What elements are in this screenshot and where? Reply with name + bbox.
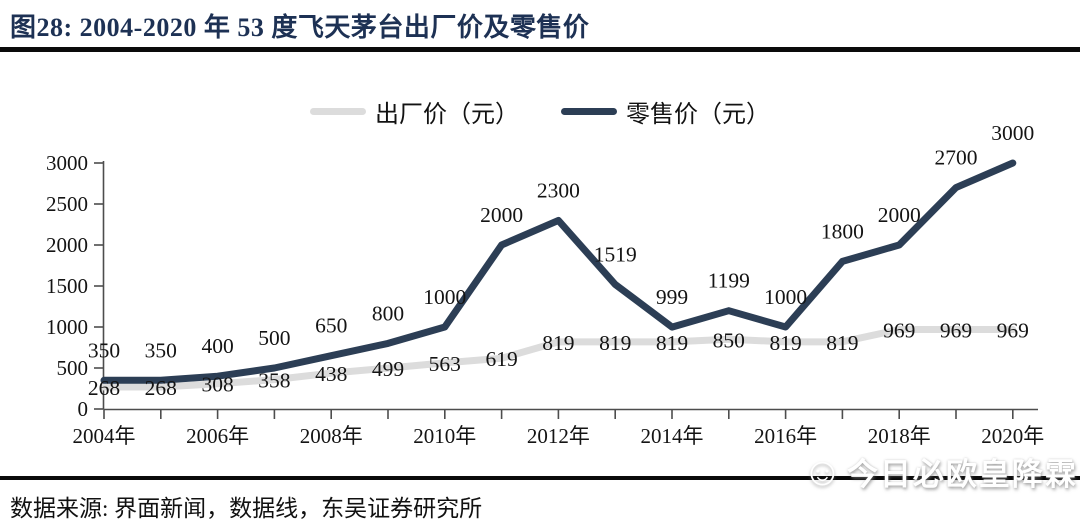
retail-price-label: 2300 bbox=[537, 178, 580, 202]
retail-price-line bbox=[100, 159, 1017, 384]
x-axis-tick-label: 2006年 bbox=[186, 424, 249, 448]
x-axis-tick-label: 2016年 bbox=[754, 424, 817, 448]
factory-price-label: 969 bbox=[997, 319, 1029, 343]
factory-price-label: 819 bbox=[826, 331, 858, 355]
y-axis-tick-label: 2000 bbox=[46, 233, 88, 257]
chart-legend: 出厂价（元） 零售价（元） bbox=[0, 94, 1080, 129]
retail-price-label: 1199 bbox=[708, 269, 750, 293]
retail-price-line-swatch bbox=[561, 108, 617, 115]
watermark-text: 今日必欧皇降霖 bbox=[846, 457, 1078, 492]
x-axis-tick-label: 2008年 bbox=[300, 424, 363, 448]
legend-item-factory-price: 出厂价（元） bbox=[310, 94, 519, 129]
factory-price-label: 358 bbox=[258, 369, 290, 393]
smiley-face-icon: ☺ bbox=[802, 449, 843, 494]
y-axis-tick-label: 1000 bbox=[46, 315, 88, 339]
factory-price-label: 563 bbox=[429, 352, 461, 376]
factory-price-label: 499 bbox=[372, 357, 404, 381]
factory-price-line bbox=[100, 326, 1017, 391]
factory-price-label: 268 bbox=[145, 376, 177, 400]
data-source: 数据来源: 界面新闻，数据线，东吴证券研究所 bbox=[10, 496, 483, 521]
legend-label-factory-price: 出厂价（元） bbox=[375, 102, 519, 128]
retail-price-label: 999 bbox=[656, 285, 688, 309]
x-axis-tick-label: 2004年 bbox=[73, 424, 136, 448]
factory-price-line-swatch bbox=[310, 108, 366, 115]
y-axis-tick-label: 1500 bbox=[46, 274, 88, 298]
retail-price-label: 2700 bbox=[935, 146, 978, 170]
retail-price-label: 1000 bbox=[423, 285, 466, 309]
retail-price-label: 800 bbox=[372, 301, 404, 325]
y-axis-tick-label: 500 bbox=[57, 356, 89, 380]
retail-price-label: 350 bbox=[88, 338, 120, 362]
factory-price-label: 969 bbox=[883, 319, 915, 343]
watermark: ☺ 今日必欧皇降霖 bbox=[802, 449, 1078, 494]
factory-price-label: 969 bbox=[940, 319, 972, 343]
y-axis-tick-label: 2500 bbox=[46, 192, 88, 216]
retail-price-label: 1800 bbox=[821, 219, 864, 243]
factory-price-label: 438 bbox=[315, 362, 347, 386]
retail-price-label: 650 bbox=[315, 314, 347, 338]
factory-price-label: 308 bbox=[201, 373, 233, 397]
factory-price-label: 819 bbox=[769, 331, 801, 355]
chart-axes bbox=[102, 161, 1038, 411]
legend-item-retail-price: 零售价（元） bbox=[561, 94, 770, 129]
x-axis-tick-label: 2018年 bbox=[868, 424, 931, 448]
y-axis-tick-label: 0 bbox=[78, 397, 89, 421]
factory-price-label: 819 bbox=[542, 331, 574, 355]
retail-price-label: 1519 bbox=[594, 242, 637, 266]
factory-price-label: 819 bbox=[656, 331, 688, 355]
y-axis-tick-label: 3000 bbox=[46, 151, 88, 175]
footer-divider bbox=[0, 476, 1080, 480]
x-axis-tick-label: 2020年 bbox=[981, 424, 1044, 448]
retail-price-label: 1000 bbox=[764, 285, 807, 309]
x-axis-tick-label: 2010年 bbox=[413, 424, 476, 448]
retail-price-label: 2000 bbox=[878, 203, 921, 227]
figure-title: 图28: 2004-2020 年 53 度飞天茅台出厂价及零售价 bbox=[10, 13, 590, 42]
factory-price-label: 619 bbox=[485, 347, 517, 371]
retail-price-label: 400 bbox=[201, 334, 233, 358]
factory-price-label: 850 bbox=[713, 328, 745, 352]
x-axis-tick-label: 2014年 bbox=[641, 424, 704, 448]
retail-price-label: 3000 bbox=[991, 121, 1034, 145]
legend-label-retail-price: 零售价（元） bbox=[626, 102, 770, 128]
retail-price-label: 2000 bbox=[480, 203, 523, 227]
title-divider bbox=[0, 47, 1080, 52]
x-axis-tick-label: 2012年 bbox=[527, 424, 590, 448]
retail-price-label: 350 bbox=[145, 338, 177, 362]
factory-price-label: 268 bbox=[88, 376, 120, 400]
retail-price-label: 500 bbox=[258, 326, 290, 350]
factory-price-label: 819 bbox=[599, 331, 631, 355]
